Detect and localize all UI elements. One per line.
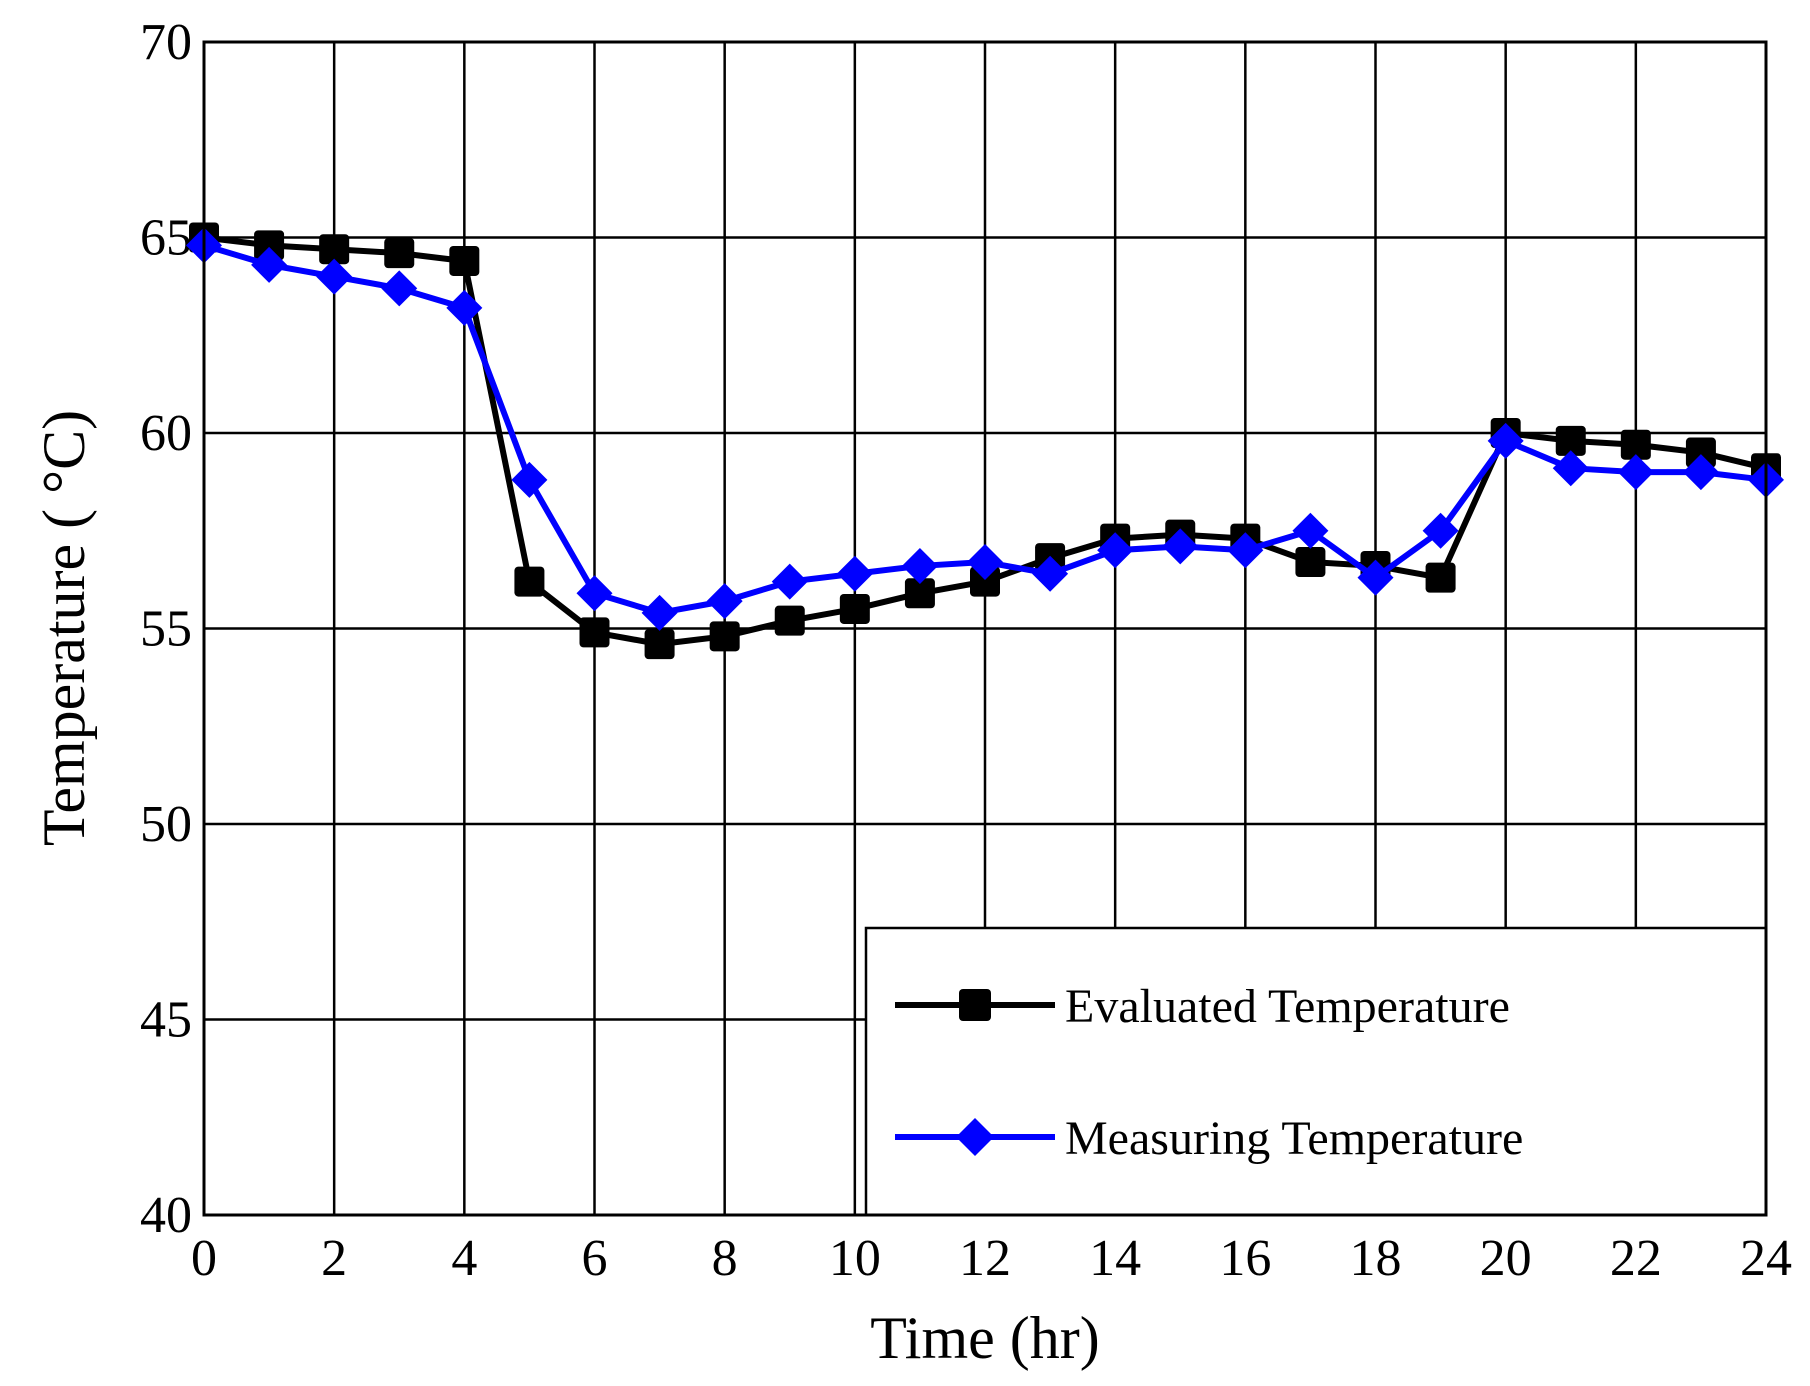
data-point [901,547,938,584]
data-series [186,222,1784,660]
data-point [1552,450,1589,487]
x-tick-label: 10 [829,1230,881,1287]
data-point [644,629,675,660]
legend-box [864,926,1768,1217]
data-point [774,605,805,636]
data-point [514,566,545,597]
data-point [251,246,288,283]
y-tick-label: 45 [140,992,192,1049]
data-point [970,566,1000,597]
y-tick-label: 70 [140,14,192,71]
x-axis-title: Time (hr) [870,1305,1099,1371]
data-point [579,617,610,648]
x-tick-label: 22 [1610,1230,1662,1287]
data-point [1620,429,1651,460]
data-point [1682,454,1719,491]
data-point [706,583,743,620]
data-point [836,555,873,592]
data-point [384,238,415,269]
data-point [1032,555,1069,592]
x-tick-label: 2 [321,1230,347,1287]
y-tick-label: 40 [140,1187,192,1244]
legend-label-evaluated: Evaluated Temperature [1065,980,1510,1033]
x-tick-label: 6 [582,1230,608,1287]
data-point [1685,437,1716,468]
data-point [446,289,483,326]
x-tick-label: 0 [191,1230,217,1287]
data-point [511,461,548,498]
data-point [449,245,480,276]
data-point [1555,425,1586,456]
legend-label-measuring: Measuring Temperature [1065,1112,1523,1165]
data-point [709,621,740,652]
data-point [1292,512,1329,549]
y-axis-title: Temperature ( °C) [31,410,97,846]
x-tick-label: 24 [1740,1230,1792,1287]
x-tick-label: 4 [451,1230,477,1287]
data-point [904,578,935,609]
data-point [316,258,353,295]
legend-marker-measuring [956,1118,994,1156]
legend-marker-evaluated [959,989,991,1021]
x-tick-label: 20 [1480,1230,1532,1287]
data-point [381,270,418,307]
data-point [1295,547,1326,578]
data-point [771,563,808,600]
x-tick-label: 16 [1219,1230,1271,1287]
data-point [839,593,870,624]
y-tick-label: 50 [140,796,192,853]
data-point [1162,528,1199,565]
x-tick-label: 8 [712,1230,738,1287]
data-point [641,594,678,631]
data-point [254,230,285,261]
data-point [576,575,613,612]
data-point [1425,562,1456,593]
data-point [967,544,1003,581]
data-point [1617,454,1654,491]
x-tick-label: 18 [1350,1230,1402,1287]
data-point [1487,422,1524,459]
y-tick-label: 65 [140,210,192,267]
plot-frame [202,40,1768,1217]
data-point [319,234,350,265]
data-point [1357,559,1394,596]
series-measuring [186,227,1784,631]
x-tick-label: 14 [1089,1230,1141,1287]
y-tick-label: 55 [140,601,192,658]
legend: Evaluated Temperature Measuring Temperat… [864,926,1768,1217]
data-point [1422,512,1459,549]
x-tick-label: 12 [959,1230,1011,1287]
data-point [1097,532,1134,569]
data-point [1227,532,1264,569]
y-tick-label: 60 [140,405,192,462]
